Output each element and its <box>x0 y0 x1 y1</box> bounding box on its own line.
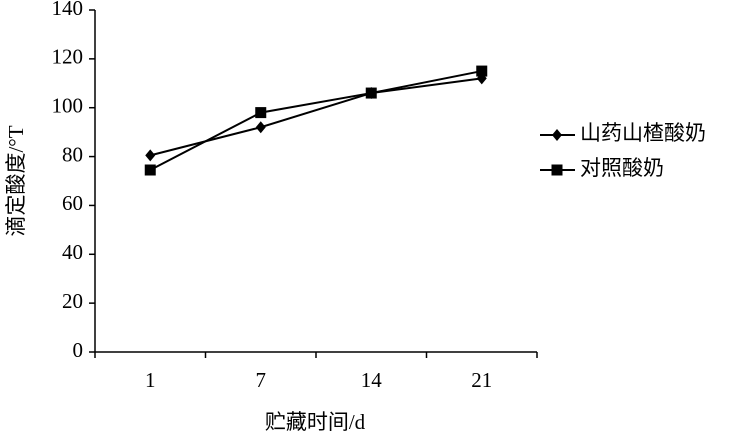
y-tick-label: 80 <box>62 142 83 166</box>
y-tick-label: 0 <box>73 338 84 362</box>
y-tick-label: 100 <box>52 94 84 118</box>
y-tick-label: 140 <box>52 0 84 20</box>
marker <box>552 129 562 141</box>
legend-label: 山药山楂酸奶 <box>580 121 706 145</box>
x-tick-label: 14 <box>361 368 383 392</box>
marker <box>365 87 377 99</box>
marker <box>476 65 488 77</box>
y-axis-label: 滴定酸度/°T <box>4 125 28 236</box>
marker <box>145 149 156 162</box>
marker <box>255 121 266 134</box>
y-tick-label: 40 <box>62 240 83 264</box>
x-tick-label: 1 <box>145 368 156 392</box>
legend-label: 对照酸奶 <box>580 156 664 180</box>
x-axis-label: 贮藏时间/d <box>265 410 366 434</box>
y-tick-label: 60 <box>62 191 83 215</box>
series-line <box>149 70 482 171</box>
marker <box>144 164 156 176</box>
y-tick-label: 20 <box>62 289 83 313</box>
x-tick-label: 21 <box>471 368 492 392</box>
marker <box>255 107 267 119</box>
x-tick-label: 7 <box>256 368 267 392</box>
marker <box>551 164 563 176</box>
y-tick-label: 120 <box>52 45 84 69</box>
